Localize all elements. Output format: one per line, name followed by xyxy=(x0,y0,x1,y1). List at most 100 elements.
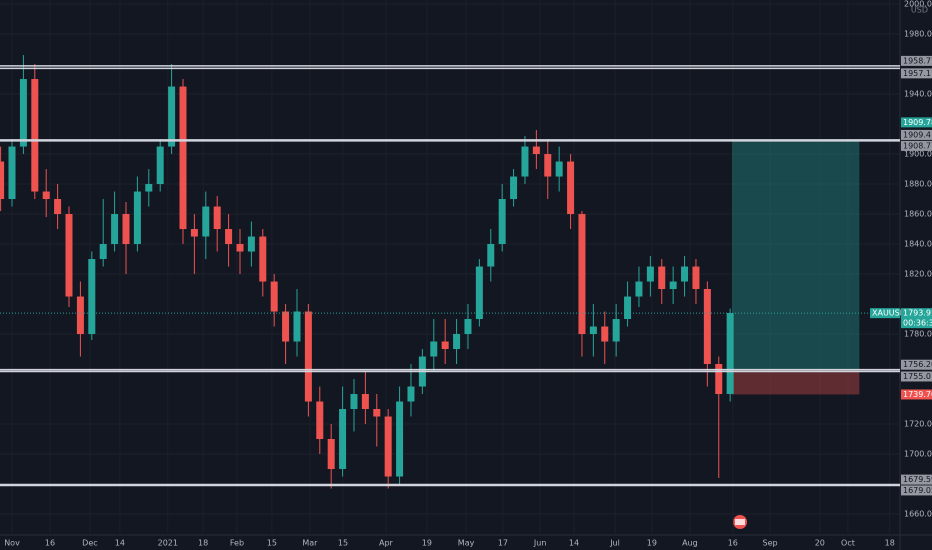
x-tick-label: 19 xyxy=(422,539,432,548)
candle-body xyxy=(669,281,677,290)
x-tick-label: Oct xyxy=(841,539,855,548)
candle-body xyxy=(31,79,39,192)
x-tick-label: 15 xyxy=(267,539,277,548)
candle-body xyxy=(555,161,563,177)
x-tick-label: 19 xyxy=(647,539,657,548)
target-label: 1909.787 xyxy=(903,118,932,127)
candle-body xyxy=(715,364,723,395)
y-tick-label: 1700.000 xyxy=(904,450,932,459)
y-tick-label: 1880.000 xyxy=(904,180,932,189)
candle-body xyxy=(54,199,62,215)
x-tick-label: Jun xyxy=(533,539,547,548)
y-tick-label: 1980.000 xyxy=(904,30,932,39)
target-label-box xyxy=(901,117,932,128)
level-label-box xyxy=(901,359,932,370)
candle-body xyxy=(441,341,449,350)
candle-body xyxy=(0,161,5,200)
candle-body xyxy=(122,214,130,245)
candle-body xyxy=(133,191,141,245)
x-tick-label: 2021 xyxy=(158,539,178,548)
level-label: 1909.411 xyxy=(903,130,932,139)
x-tick-label: 17 xyxy=(498,539,508,548)
candle-body xyxy=(8,146,16,200)
y-tick-label: 1900.000 xyxy=(904,150,932,159)
y-tick-label: 1820.000 xyxy=(904,270,932,279)
candle-body xyxy=(65,214,73,297)
x-tick-label: Jul xyxy=(609,539,620,548)
y-tick-label: 1720.000 xyxy=(904,420,932,429)
candle-body xyxy=(19,79,27,147)
candle-body xyxy=(350,394,358,410)
candle-body xyxy=(589,326,597,335)
candle-body xyxy=(384,416,392,477)
candle-body xyxy=(498,199,506,245)
y-tick-label: 1660.000 xyxy=(904,510,932,519)
candle-body xyxy=(681,266,689,282)
candle-body xyxy=(658,266,666,290)
level-label-box xyxy=(901,68,932,79)
x-tick-label: 20 xyxy=(815,539,825,548)
candle-body xyxy=(42,191,50,200)
candle-body xyxy=(464,319,472,335)
level-label: 1679.050 xyxy=(903,486,932,495)
candle-body xyxy=(487,244,495,267)
stop-label-box xyxy=(901,389,932,400)
level-label-box xyxy=(901,485,932,496)
candle-body xyxy=(646,266,654,282)
x-tick-label: Dec xyxy=(82,539,97,548)
y-tick-label: 2000.000 xyxy=(904,0,932,9)
y-tick-label: 1860.000 xyxy=(904,210,932,219)
candle-body xyxy=(145,184,153,192)
level-label-box xyxy=(901,140,932,151)
candle-body xyxy=(168,86,176,147)
candle-body xyxy=(327,439,335,470)
last-price-label: 1793.911 xyxy=(903,309,932,318)
y-tick-label: 1780.000 xyxy=(904,330,932,339)
candle-body xyxy=(225,229,233,245)
level-label-box xyxy=(901,371,932,382)
level-label-box xyxy=(901,129,932,140)
x-tick-label: 14 xyxy=(569,539,579,548)
candle-body xyxy=(76,296,84,335)
candle-body xyxy=(236,244,244,252)
candle-body xyxy=(270,281,278,312)
candle-body xyxy=(339,409,347,470)
candle-body xyxy=(635,281,643,297)
event-icon[interactable] xyxy=(733,515,747,529)
candle-body xyxy=(726,313,734,395)
candle-body xyxy=(304,311,312,402)
level-label: 1958.776 xyxy=(903,56,932,65)
candle-body xyxy=(544,154,552,177)
candle-body xyxy=(612,319,620,342)
x-tick-label: 16 xyxy=(45,539,55,548)
level-label: 1755.014 xyxy=(903,372,932,381)
currency: USD xyxy=(911,6,928,15)
level-label: 1908.770 xyxy=(903,141,932,150)
candle-body xyxy=(213,206,221,230)
candle-body xyxy=(703,289,711,365)
x-tick-label: 18 xyxy=(885,539,895,548)
target-zone xyxy=(732,139,860,371)
candle-body xyxy=(578,214,586,335)
candle-body xyxy=(601,326,609,342)
candle-body xyxy=(88,259,96,335)
candle-body xyxy=(624,296,632,320)
candle-body xyxy=(179,86,187,230)
candle-body xyxy=(259,236,267,282)
candle-body xyxy=(373,409,381,417)
countdown: 00:36:37 xyxy=(903,319,932,328)
x-tick-label: Feb xyxy=(230,539,244,548)
candle-body xyxy=(396,401,404,477)
x-tick-label: 15 xyxy=(338,539,348,548)
x-tick-label: Mar xyxy=(302,539,318,548)
y-tick-label: 1840.000 xyxy=(904,240,932,249)
candle-body xyxy=(202,206,210,237)
x-tick-label: Aug xyxy=(682,539,698,548)
symbol-label: XAUUSD xyxy=(872,309,906,318)
candle-body xyxy=(99,244,107,260)
candle-body xyxy=(532,146,540,155)
y-tick-label: 1940.000 xyxy=(904,90,932,99)
candle-body xyxy=(692,266,700,290)
x-tick-label: 16 xyxy=(728,539,738,548)
x-tick-label: Nov xyxy=(4,539,20,548)
